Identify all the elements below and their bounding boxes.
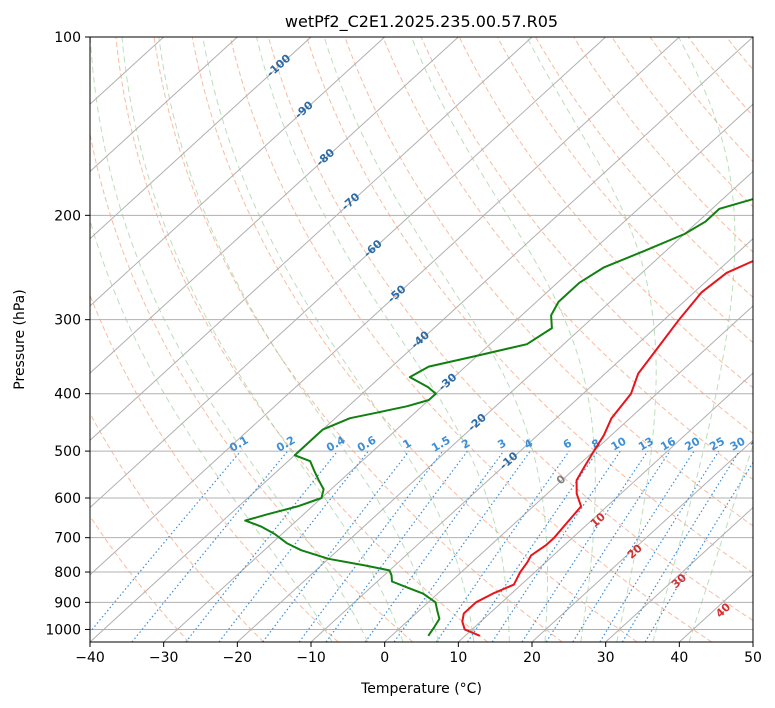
mixing-ratio-line (491, 450, 621, 642)
y-tick-label: 100 (54, 30, 81, 46)
x-tick-label: −20 (223, 650, 253, 666)
moist-adiabat-line (688, 443, 753, 642)
dry-adiabat-line (496, 37, 753, 344)
dry-adiabat-line (535, 37, 753, 298)
dry-adiabat-line (573, 37, 753, 253)
dry-adiabat-line (115, 37, 488, 642)
mixing-ratio-label: 2 (459, 437, 472, 452)
y-tick-label: 900 (54, 595, 81, 611)
isotherm-line (384, 305, 753, 642)
mixing-ratio-label: 36 (748, 434, 768, 453)
mixing-ratio-line (545, 450, 671, 642)
mixing-ratio-line (325, 450, 468, 642)
dry-adiabat-line (229, 37, 712, 642)
dry-adiabat-line (726, 37, 753, 71)
x-tick-label: 10 (449, 650, 467, 666)
isotherm-label: -100 (264, 52, 293, 80)
mixing-ratio-line (435, 450, 570, 642)
dry-adiabat-line (90, 293, 339, 642)
moist-adiabat-line (121, 37, 404, 642)
moist-adiabat-line (652, 37, 736, 642)
isotherm-line (90, 37, 238, 173)
y-tick-label: 500 (54, 444, 81, 460)
y-tick-label: 700 (54, 531, 81, 547)
dry-adiabat-line (344, 37, 753, 527)
isotherm-line (90, 37, 386, 307)
moist-adiabat-line (256, 37, 510, 642)
x-tick-label: −40 (75, 650, 105, 666)
x-axis: −40 −30 −20 −10 0 10 20 30 40 50 (75, 642, 762, 666)
isotherm-line (457, 372, 753, 642)
y-tick-label: 200 (54, 208, 81, 224)
mixing-ratio-line (466, 450, 599, 642)
moist-adiabat-line (158, 37, 439, 642)
y-axis-label: Pressure (hPa) (12, 289, 28, 389)
mixing-ratio-line (621, 450, 740, 642)
mixing-ratio-line (364, 450, 505, 642)
mixing-ratio-line (131, 450, 289, 642)
isotherm-line (90, 37, 753, 642)
y-tick-label: 1000 (45, 622, 81, 638)
mixing-ratio-line (572, 450, 695, 642)
dry-adiabat-line (268, 37, 753, 622)
dry-adiabat-line (765, 37, 775, 642)
isotherm-line (310, 237, 753, 642)
moist-adiabat-line (90, 218, 333, 642)
mixing-ratio-line (393, 450, 531, 642)
theta-e-label: 20 (625, 541, 645, 561)
isotherm-line (90, 37, 607, 509)
isotherm-line (90, 37, 459, 374)
x-tick-label: 50 (744, 650, 762, 666)
isotherm-line (90, 37, 680, 576)
mixing-ratio-label: 3 (495, 437, 508, 452)
moist-adiabat-line (202, 37, 475, 642)
isotherm-line (90, 37, 533, 442)
chart-title: wetPf2_C2E1.2025.235.00.57.R05 (285, 12, 558, 32)
y-tick-label: 300 (54, 313, 81, 329)
x-axis-label: Temperature (°C) (360, 681, 482, 697)
dry-adiabat-line (611, 37, 753, 208)
dry-adiabat-line (687, 37, 753, 117)
isotherm-line (605, 506, 753, 642)
dry-adiabat-line (382, 37, 753, 481)
isotherm-line (90, 37, 312, 240)
dry-adiabat-line (90, 131, 414, 642)
isotherm-line (236, 170, 753, 642)
moist-adiabat-line (90, 37, 369, 642)
dry-adiabat-line (90, 515, 190, 642)
dewpoint-profile-line (244, 197, 753, 637)
plot-area: 0.1 0.2 0.4 0.6 1 1.5 2 3 4 6 8 10 13 16 20 25 30 36-100-… (90, 37, 775, 642)
y-tick-label: 600 (54, 491, 81, 507)
isotherm-line (163, 103, 753, 642)
dry-adiabat-line (191, 37, 638, 642)
moist-adiabat-line (411, 37, 596, 642)
isotherm-line (752, 641, 753, 642)
mixing-ratio-line (185, 450, 339, 642)
x-tick-label: 30 (597, 650, 615, 666)
x-tick-label: 40 (670, 650, 688, 666)
mixing-ratio-line (90, 450, 242, 633)
x-tick-label: 0 (380, 650, 389, 666)
theta-e-label: 10 (588, 510, 608, 530)
dry-adiabat-line (458, 37, 753, 389)
x-tick-label: 20 (523, 650, 541, 666)
isotherm-line (531, 439, 753, 642)
mixing-ratio-line (262, 450, 410, 642)
mixing-ratio-line (521, 450, 649, 642)
dry-adiabat-line (306, 37, 753, 574)
dry-adiabat-line (649, 37, 753, 163)
temperature-profile-line (461, 259, 753, 637)
theta-e-label: 40 (713, 600, 733, 620)
y-tick-label: 800 (54, 565, 81, 581)
plot-frame (89, 36, 754, 643)
mixing-ratio-label: 6 (561, 436, 574, 451)
moist-adiabat-line (323, 37, 548, 642)
mixing-ratio-line (599, 450, 720, 642)
x-tick-label: −10 (296, 650, 326, 666)
dry-adiabat-line (90, 412, 264, 642)
x-tick-label: −30 (149, 650, 179, 666)
y-axis: 100 200 300 400 500 600 700 800 900 1000 (45, 30, 90, 638)
y-tick-label: 400 (54, 387, 81, 403)
